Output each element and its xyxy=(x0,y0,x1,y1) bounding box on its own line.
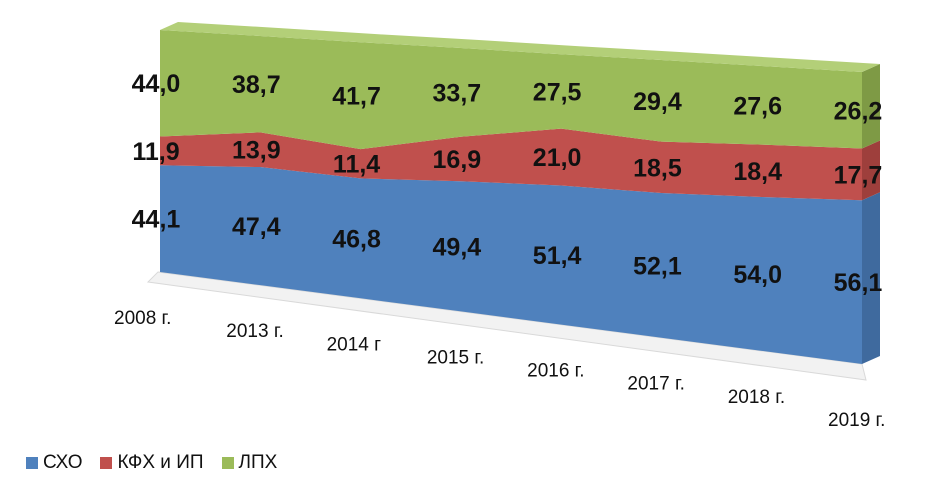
data-label: 21,0 xyxy=(533,144,582,172)
area-top-face xyxy=(160,22,880,72)
area-side-1 xyxy=(862,140,880,201)
area-side-0 xyxy=(862,192,880,364)
legend-item-lph: ЛПХ xyxy=(221,452,278,474)
x-tick-label: 2016 г. xyxy=(527,361,584,382)
legend-swatch-sho xyxy=(26,457,38,469)
x-tick-label: 2018 г. xyxy=(728,387,785,408)
data-label: 46,8 xyxy=(332,225,381,253)
data-label: 18,5 xyxy=(633,154,682,182)
data-label: 54,0 xyxy=(733,261,782,289)
area-1 xyxy=(160,128,862,201)
data-label: 51,4 xyxy=(533,242,582,270)
data-label: 41,7 xyxy=(332,83,381,111)
data-label: 49,4 xyxy=(433,233,482,261)
data-label: 18,4 xyxy=(733,158,782,186)
legend-label-lph: ЛПХ xyxy=(238,452,278,473)
data-label: 13,9 xyxy=(232,137,281,165)
x-tick-label: 2017 г. xyxy=(627,374,684,395)
data-label: 11,9 xyxy=(132,138,179,166)
area-0 xyxy=(160,165,862,364)
x-tick-label: 2015 г. xyxy=(427,347,484,368)
data-label: 17,7 xyxy=(834,161,883,189)
x-tick-label: 2014 г xyxy=(327,334,382,355)
data-label: 44,1 xyxy=(132,206,181,234)
series-areas xyxy=(160,22,880,364)
data-label: 33,7 xyxy=(433,79,482,107)
area-2 xyxy=(160,30,862,150)
legend-swatch-kfh xyxy=(100,457,113,469)
x-tick-label: 2019 г. xyxy=(828,410,885,431)
chart-floor xyxy=(146,271,867,381)
legend-label-kfh: КФХ и ИП xyxy=(117,452,204,473)
data-label: 56,1 xyxy=(834,269,883,297)
x-tick-label: 2008 г. xyxy=(114,308,171,329)
x-axis-ticks: 2008 г. 2013 г. 2014 г 2015 г. 2016 г. 2017 г… xyxy=(114,308,885,431)
data-label: 26,2 xyxy=(834,97,883,125)
data-label: 52,1 xyxy=(633,252,682,280)
data-label: 27,6 xyxy=(733,92,782,120)
data-label: 16,9 xyxy=(433,146,482,174)
data-label: 29,4 xyxy=(633,88,682,116)
floor-plane xyxy=(146,271,867,381)
data-labels: 44,1 47,4 46,8 49,4 51,4 52,1 54,0 56,1 11,9 13,9… xyxy=(132,70,883,297)
data-label: 47,4 xyxy=(232,213,281,241)
area-side-2 xyxy=(862,64,880,149)
data-label: 38,7 xyxy=(232,71,281,99)
legend-swatch-lph xyxy=(221,457,234,469)
stacked-area-chart: 2008 г. 2013 г. 2014 г 2015 г. 2016 г. 2017 г… xyxy=(114,22,885,431)
data-label: 11,4 xyxy=(333,151,380,179)
x-tick-label: 2013 г. xyxy=(226,321,283,342)
legend-label-sho: СХО xyxy=(43,452,83,473)
legend: СХО КФХ и ИП ЛПХ xyxy=(26,452,295,474)
legend-item-sho: СХО xyxy=(26,452,82,474)
data-label: 44,0 xyxy=(132,70,181,98)
legend-item-kfh: КФХ и ИП xyxy=(100,452,204,474)
data-label: 27,5 xyxy=(533,78,582,106)
